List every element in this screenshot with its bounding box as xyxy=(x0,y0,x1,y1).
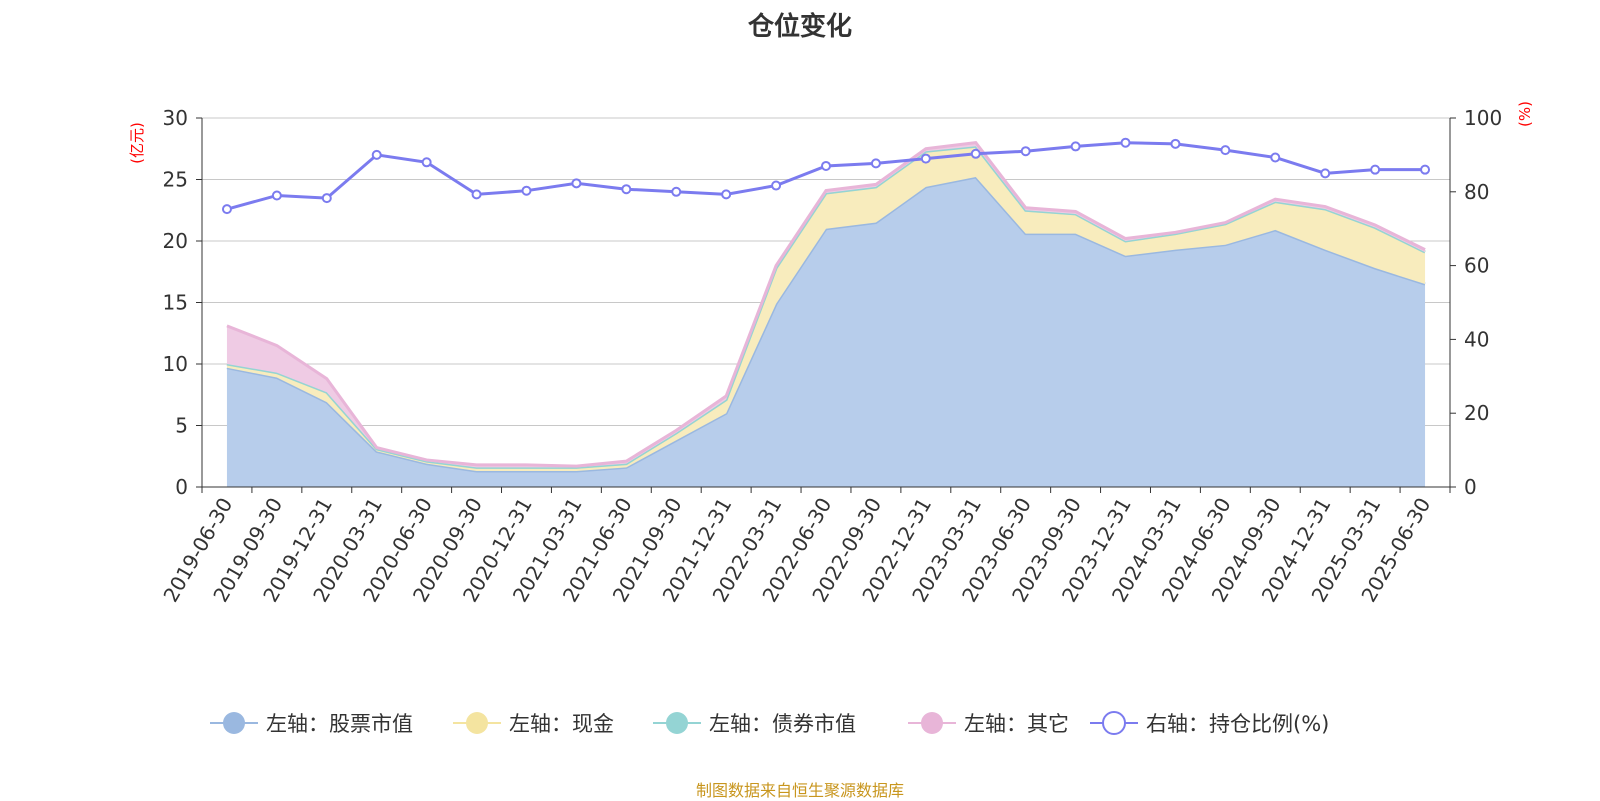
ratio-point xyxy=(321,193,332,204)
area-top-line xyxy=(226,141,1426,468)
ratio-point xyxy=(1170,138,1181,149)
legend-item[interactable]: 左轴：现金 xyxy=(453,712,614,736)
right-tick-label: 40 xyxy=(1464,327,1489,351)
ratio-point xyxy=(870,158,881,169)
right-tick-label: 100 xyxy=(1464,106,1502,130)
ratio-point xyxy=(1420,164,1431,175)
legend-label: 左轴：现金 xyxy=(509,712,614,736)
right-tick-label: 0 xyxy=(1464,475,1477,499)
left-tick-label: 0 xyxy=(175,475,188,499)
area-series xyxy=(226,141,1426,488)
legend-marker-icon xyxy=(466,712,488,734)
ratio-point xyxy=(371,149,382,160)
right-tick-label: 20 xyxy=(1464,401,1489,425)
ratio-point xyxy=(571,178,582,189)
legend-item[interactable]: 左轴：股票市值 xyxy=(210,712,413,736)
legend-item[interactable]: 左轴：债券市值 xyxy=(653,712,856,736)
legend-marker-icon xyxy=(223,712,245,734)
legend[interactable]: 左轴：股票市值 左轴：现金 左轴：债券市值 左轴：其它 右轴：持仓比例(%) xyxy=(210,711,1329,736)
ratio-point xyxy=(1370,164,1381,175)
legend-marker-icon xyxy=(921,712,943,734)
ratio-point xyxy=(221,204,232,215)
ratio-point xyxy=(421,157,432,168)
ratio-point xyxy=(471,189,482,200)
chart-title: 仓位变化 xyxy=(747,12,852,42)
ratio-point xyxy=(671,186,682,197)
left-tick-label: 5 xyxy=(175,414,188,438)
left-tick-label: 20 xyxy=(163,229,188,253)
ratio-point xyxy=(1220,145,1231,156)
left-tick-label: 25 xyxy=(163,168,188,192)
ratio-point xyxy=(1120,137,1131,148)
right-tick-label: 80 xyxy=(1464,180,1489,204)
source-note: 制图数据来自恒生聚源数据库 xyxy=(695,781,904,800)
ratio-point xyxy=(521,185,532,196)
legend-label: 右轴：持仓比例(%) xyxy=(1146,712,1329,736)
ratio-point xyxy=(1270,152,1281,163)
ratio-point xyxy=(970,148,981,159)
ratio-point xyxy=(1320,168,1331,179)
left-tick-label: 15 xyxy=(163,291,188,315)
ratio-point xyxy=(1020,146,1031,157)
legend-item[interactable]: 左轴：其它 xyxy=(908,712,1069,736)
legend-label: 左轴：股票市值 xyxy=(266,712,413,736)
ratio-point xyxy=(721,189,732,200)
ratio-point xyxy=(920,153,931,164)
ratio-point xyxy=(1070,141,1081,152)
ratio-point xyxy=(771,180,782,191)
right-axis-unit: (%) xyxy=(1516,101,1534,127)
left-axis-unit: (亿元) xyxy=(128,122,146,164)
legend-marker-icon xyxy=(1102,711,1126,735)
ratio-point xyxy=(621,184,632,195)
left-tick-label: 10 xyxy=(163,352,188,376)
left-tick-label: 30 xyxy=(163,106,188,130)
ratio-point xyxy=(821,160,831,171)
legend-label: 左轴：其它 xyxy=(964,712,1069,736)
ratio-point xyxy=(271,190,282,201)
legend-label: 左轴：债券市值 xyxy=(709,712,856,736)
area-fill xyxy=(226,146,1426,472)
legend-item[interactable]: 右轴：持仓比例(%) xyxy=(1090,711,1329,736)
line-series xyxy=(221,137,1431,215)
right-tick-label: 60 xyxy=(1464,254,1489,278)
legend-marker-icon xyxy=(666,712,688,734)
area-fill xyxy=(226,177,1426,488)
